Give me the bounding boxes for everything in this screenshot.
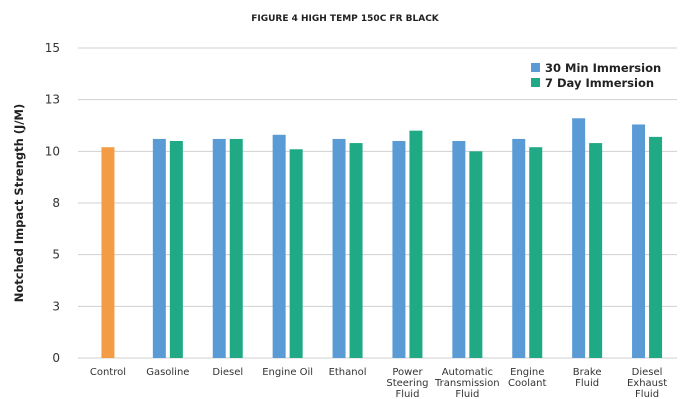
chart-title: FIGURE 4 HIGH TEMP 150C FR BLACK <box>251 14 440 24</box>
y-axis-label: Notched Impact Strength (J/M) <box>12 104 26 302</box>
x-tick-label: Engine Coolant <box>508 367 546 389</box>
bar-30-min <box>632 124 645 358</box>
y-tick-label: 13 <box>45 93 60 107</box>
bar-30-min <box>512 139 525 358</box>
legend-label: 7 Day Immersion <box>545 76 654 90</box>
bar-control <box>101 147 114 358</box>
bar-30-min <box>572 118 585 358</box>
bar-7-day <box>589 143 602 358</box>
y-tick-label: 5 <box>52 248 60 262</box>
x-tick-label: Automatic Transmission Fluid <box>434 367 500 399</box>
bar-7-day <box>170 141 183 358</box>
x-tick-label: Ethanol <box>329 367 367 378</box>
y-tick-label: 3 <box>52 299 60 313</box>
bars <box>101 118 662 358</box>
bar-30-min <box>213 139 226 358</box>
x-tick-label: Diesel <box>212 367 243 378</box>
bar-30-min <box>273 135 286 358</box>
x-tick-labels: Control Gasoline Diesel Engine Oil Ethanol Po… <box>90 367 667 399</box>
bar-30-min <box>452 141 465 358</box>
bar-7-day <box>409 131 422 358</box>
bar-7-day <box>529 147 542 358</box>
y-tick-label: 0 <box>52 351 60 365</box>
y-tick-label: 8 <box>52 196 60 210</box>
bar-7-day <box>469 151 482 358</box>
y-tick-label: 15 <box>45 41 60 55</box>
y-tick-label: 10 <box>45 144 60 158</box>
grid <box>78 48 677 358</box>
x-tick-label: Brake Fluid <box>573 367 602 389</box>
bar-7-day <box>290 149 303 358</box>
x-tick-label: Control <box>90 367 126 378</box>
bar-7-day <box>230 139 243 358</box>
x-tick-label: Diesel Exhaust Fluid <box>627 367 667 399</box>
bar-30-min <box>333 139 346 358</box>
bar-7-day <box>649 137 662 358</box>
bar-30-min <box>153 139 166 358</box>
legend-swatch <box>531 78 540 87</box>
x-tick-label: Gasoline <box>146 367 189 378</box>
legend-swatch <box>531 63 540 72</box>
bar-30-min <box>392 141 405 358</box>
y-tick-labels: 0 3 5 8 10 13 15 <box>45 41 60 365</box>
bar-7-day <box>350 143 363 358</box>
x-tick-label: Power Steering Fluid <box>386 367 428 399</box>
legend-label: 30 Min Immersion <box>545 61 661 75</box>
x-tick-label: Engine Oil <box>262 367 313 378</box>
